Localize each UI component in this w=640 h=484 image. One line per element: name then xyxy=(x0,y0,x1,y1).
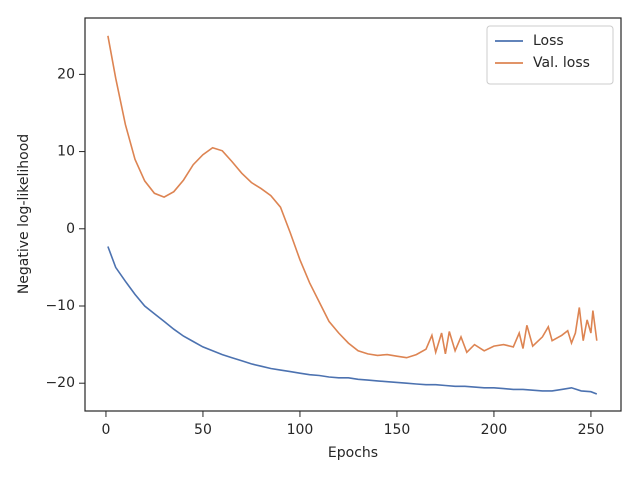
plot-frame xyxy=(84,17,622,412)
legend-label: Loss xyxy=(533,33,564,49)
line xyxy=(107,35,598,359)
legend-label: Val. loss xyxy=(533,55,590,71)
x-axis-label: Epochs xyxy=(328,445,378,461)
y-tick-label: 20 xyxy=(57,66,75,82)
x-tick-label: 0 xyxy=(101,422,110,438)
x-tick-label: 50 xyxy=(194,422,212,438)
x-tick-label: 150 xyxy=(384,422,411,438)
y-axis-label: Negative log-likelihood xyxy=(16,134,32,294)
y-tick-label: −20 xyxy=(45,375,75,391)
y-tick-label: 0 xyxy=(66,221,75,237)
x-tick-label: 200 xyxy=(481,422,508,438)
x-tick-label: 250 xyxy=(578,422,605,438)
y-tick-label: 10 xyxy=(57,144,75,160)
line xyxy=(107,246,598,395)
x-tick-label: 100 xyxy=(287,422,314,438)
y-tick-label: −10 xyxy=(45,298,75,314)
